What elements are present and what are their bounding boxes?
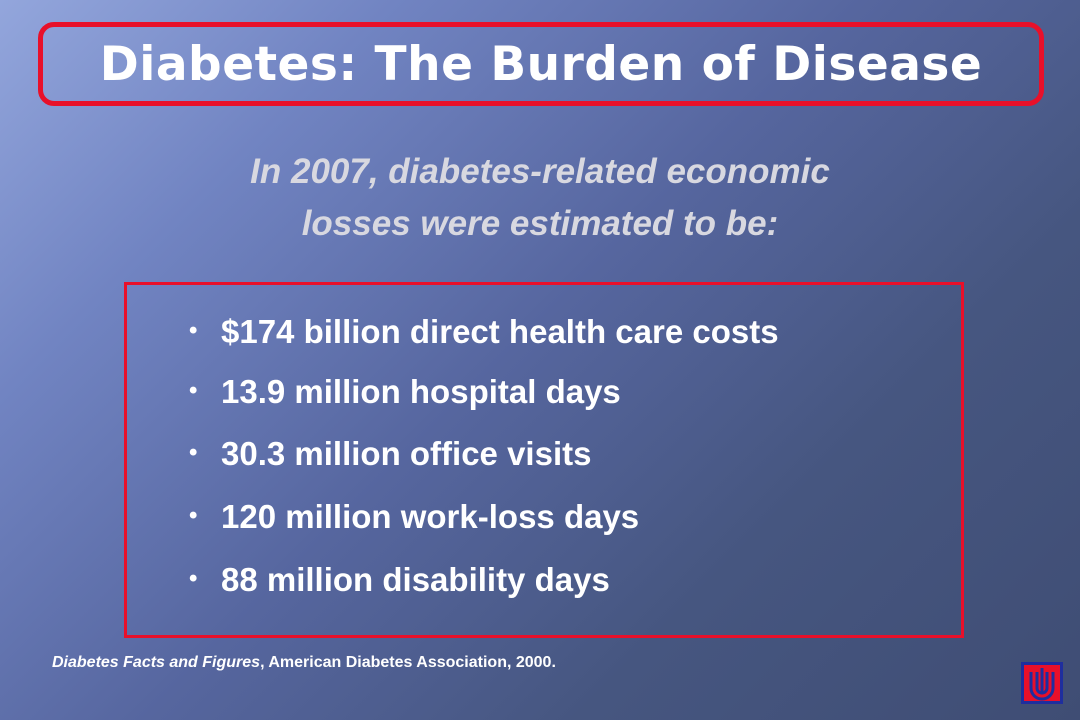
list-item: • 30.3 million office visits (189, 435, 591, 473)
organization-logo-icon (1021, 662, 1063, 704)
citation-source: , American Diabetes Association, 2000. (260, 654, 556, 671)
list-item-text: 13.9 million hospital days (221, 373, 621, 410)
list-item-text: 88 million disability days (221, 561, 610, 598)
bullet-icon: • (189, 439, 198, 467)
list-item: • $174 billion direct health care costs (189, 313, 779, 351)
title-frame: Diabetes: The Burden of Disease (38, 22, 1044, 106)
list-item-text: $174 billion direct health care costs (221, 313, 779, 350)
list-item: • 120 million work-loss days (189, 498, 639, 536)
subtitle-line-1: In 2007, diabetes-related economic (250, 152, 830, 191)
bullet-list-frame: • $174 billion direct health care costs •… (124, 282, 964, 638)
citation: Diabetes Facts and Figures, American Dia… (52, 654, 556, 672)
list-item: • 13.9 million hospital days (189, 373, 621, 411)
bullet-icon: • (189, 565, 198, 593)
bullet-icon: • (189, 502, 198, 530)
slide-subtitle: In 2007, diabetes-related economic losse… (130, 146, 950, 250)
bullet-icon: • (189, 377, 198, 405)
bullet-icon: • (189, 317, 198, 345)
list-item: • 88 million disability days (189, 561, 610, 599)
subtitle-line-2: losses were estimated to be: (301, 204, 779, 243)
slide-title: Diabetes: The Burden of Disease (99, 36, 983, 92)
list-item-text: 120 million work-loss days (221, 498, 640, 535)
list-item-text: 30.3 million office visits (221, 435, 592, 472)
citation-title: Diabetes Facts and Figures (52, 654, 261, 671)
